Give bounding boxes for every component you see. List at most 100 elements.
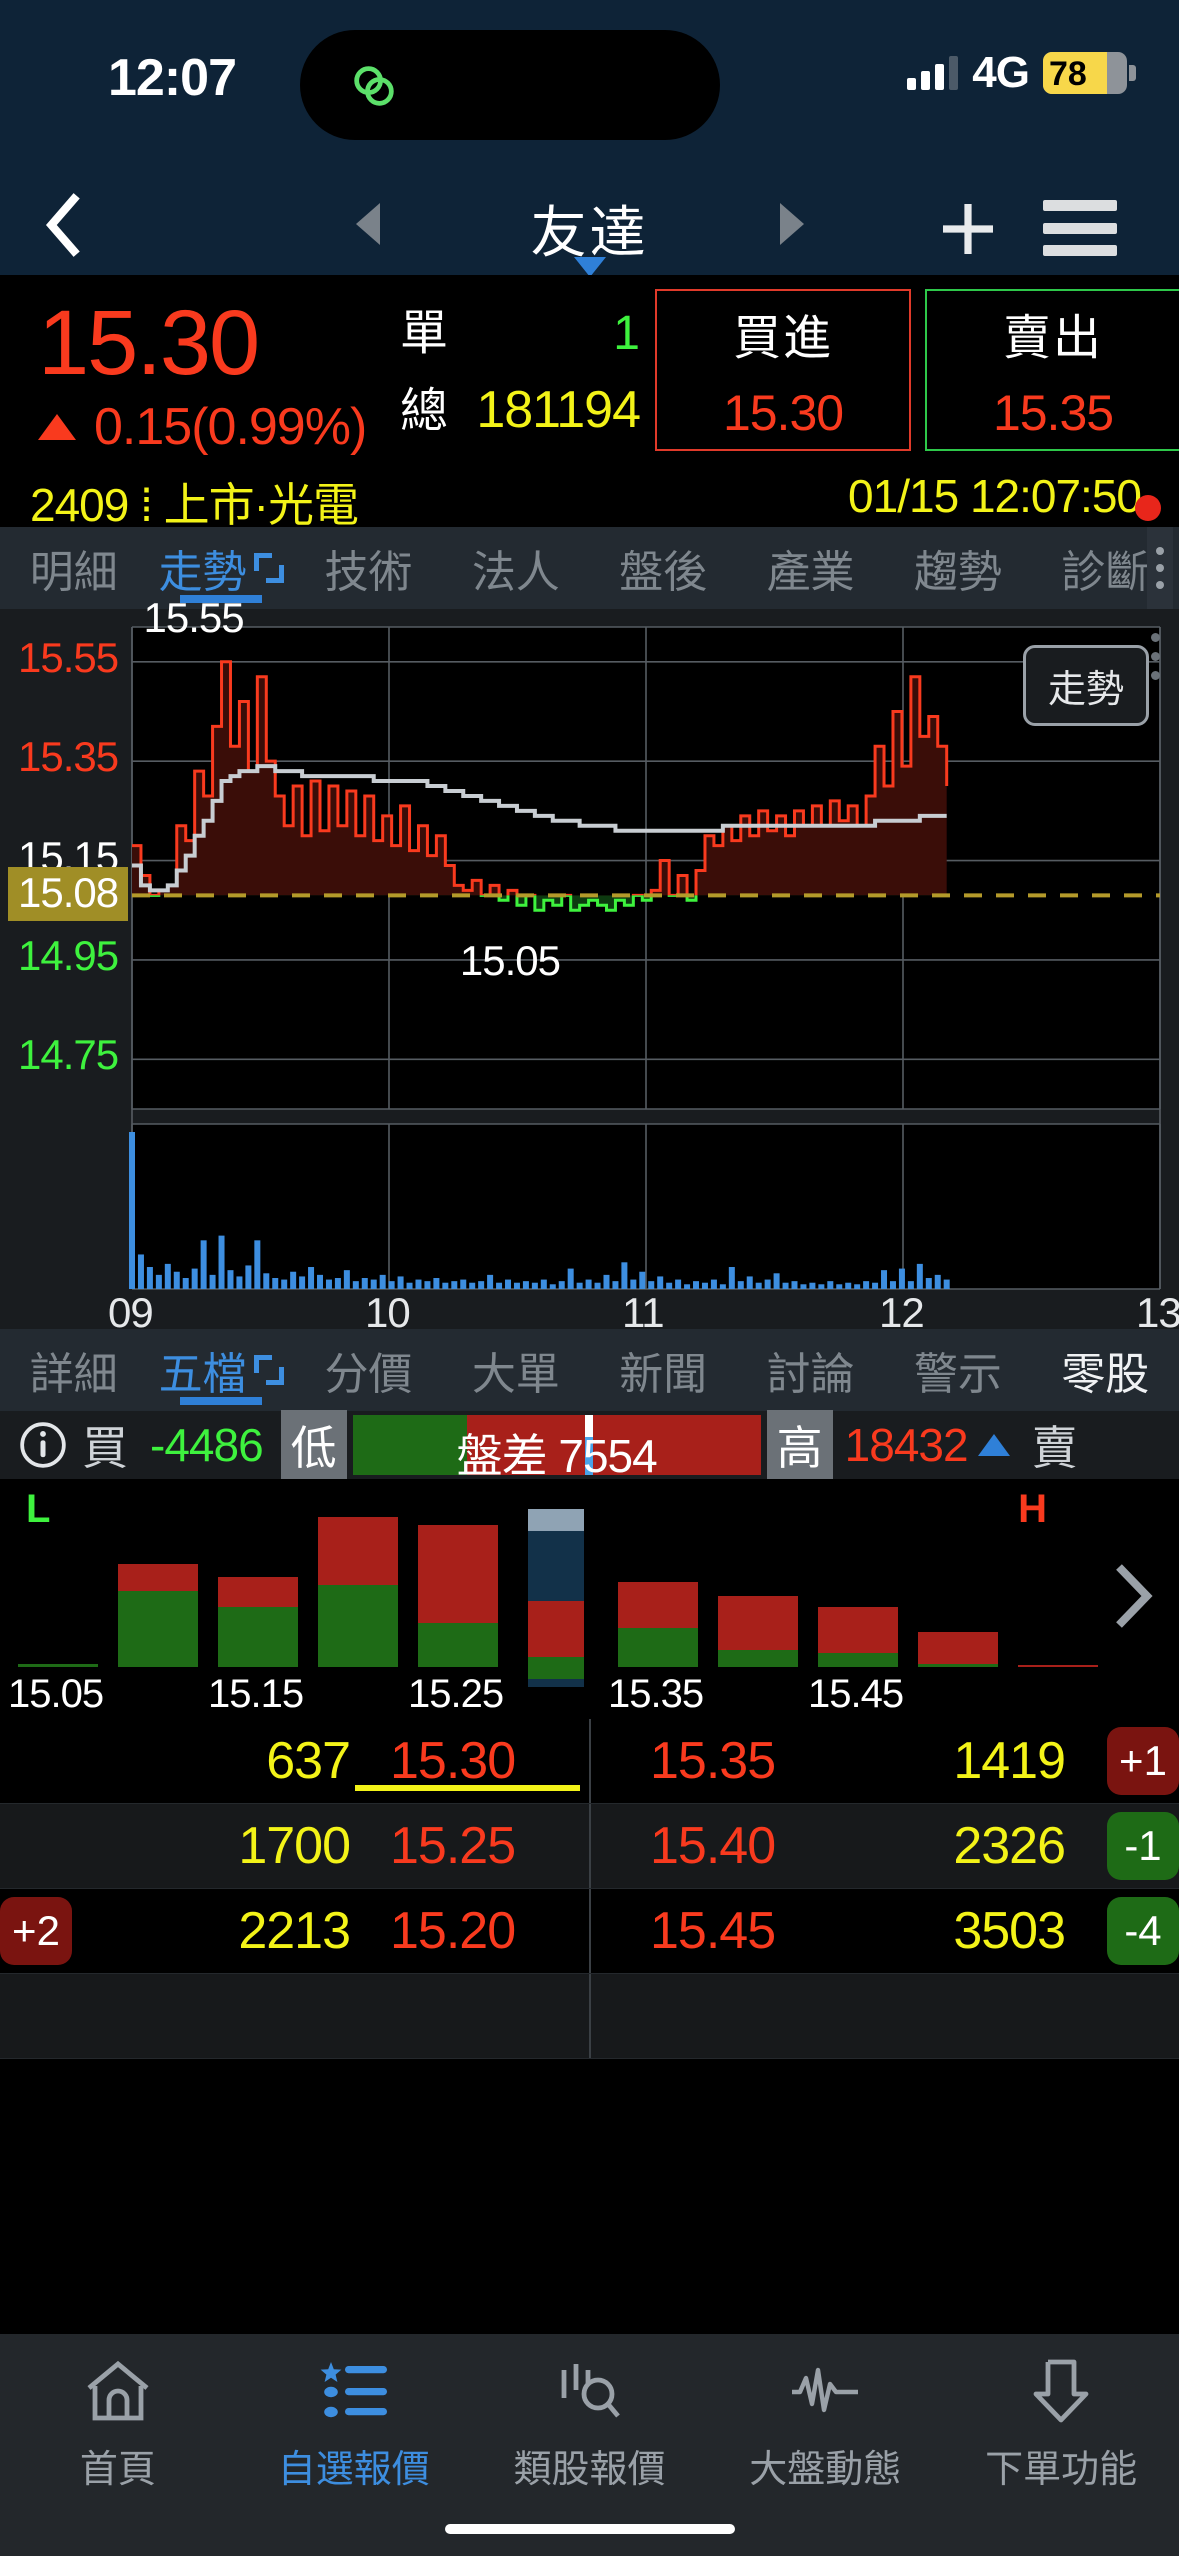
primary-tab-bar: 明細 走勢 技術 法人 盤後 產業 趨勢 診斷 [0,527,1179,609]
search-chart-icon [552,2356,626,2426]
buy-button[interactable]: 買進 15.30 [655,289,911,451]
next-stock-button[interactable] [770,202,810,246]
tab-overflow-button[interactable] [1147,527,1173,609]
depth-bar-selected[interactable] [528,1509,584,1687]
tab-label: 零股 [1061,1350,1150,1399]
chevron-right-icon[interactable] [1107,1561,1157,1631]
back-button[interactable] [30,190,100,260]
chart-x-tick: 11 [622,1289,665,1336]
ask-change-badge: -4 [1107,1897,1179,1965]
pressure-gauge: 盤差 7554 [352,1415,761,1475]
tab-taolun[interactable]: 討論 [737,1329,884,1411]
order-book[interactable]: 637 15.30 15.35 1419 +1 1700 15.25 15.40 2326 -1 +… [0,1719,1179,2059]
pulse-icon [788,2356,862,2426]
battery-icon: 78 [1043,52,1136,94]
tab-label: 診斷 [1061,548,1150,597]
low-marker-label: L [26,1487,51,1531]
order-book-row[interactable]: +2 2213 15.20 15.45 3503 -4 [0,1889,1179,1974]
nav-item-watchlist[interactable]: 自選報價 [236,2356,472,2493]
total-volume-value: 181194 [476,381,641,439]
tab-label: 法人 [471,548,560,597]
tab-faren[interactable]: 法人 [442,527,589,609]
depth-bar[interactable] [218,1577,298,1667]
symbol-info-row: 2409 ⁞ 上市·光電 01/15 12:07:50 [0,465,1179,531]
depth-x-tick: 15.35 [608,1672,704,1716]
nav-label: 類股報價 [513,2449,666,2491]
depth-bar[interactable] [18,1663,98,1667]
nav-label: 首頁 [79,2449,156,2491]
tab-zoushi[interactable]: 走勢 [147,527,294,609]
chart-canvas [129,626,1161,1290]
pressure-sell-label: 賣 [1031,1422,1078,1474]
chart-x-tick: 12 [879,1289,925,1336]
price-depth-histogram[interactable]: L H 15.05 15.15 15.25 15.35 15.45 [0,1479,1179,1719]
title-dropdown-caret-icon[interactable] [573,257,606,277]
chart-reference-price-label: 15.08 [8,867,129,922]
order-book-row[interactable]: 637 15.30 15.35 1419 +1 [0,1719,1179,1804]
add-button[interactable] [935,196,1001,262]
tab-linggu[interactable]: 零股 [1032,1329,1179,1411]
book-divider [589,1889,591,1973]
ask-quantity: 2326 [953,1817,1066,1875]
nav-item-market-pulse[interactable]: 大盤動態 [707,2356,943,2493]
order-book-row[interactable] [0,1974,1179,2059]
depth-bar[interactable] [118,1564,198,1667]
tab-jingshi[interactable]: 警示 [884,1329,1031,1411]
tab-qushi[interactable]: 趨勢 [884,527,1031,609]
chart-type-badge[interactable]: 走勢 [1022,645,1149,726]
book-divider [589,1974,591,2058]
nav-item-sector-quotes[interactable]: 類股報價 [472,2356,708,2493]
status-bar-indicators: 4G 78 [907,48,1136,98]
pressure-high-value: 18432 [844,1419,969,1471]
depth-bar[interactable] [418,1524,498,1667]
volume-stats: 單 1 總 181194 [400,293,641,449]
tab-label: 技術 [324,548,413,597]
best-bid-underline [355,1785,580,1791]
tab-label: 警示 [913,1350,1002,1399]
hamburger-menu-icon [1043,200,1117,211]
depth-bar[interactable] [718,1595,798,1667]
nav-item-order-functions[interactable]: 下單功能 [943,2356,1179,2493]
tab-jishu[interactable]: 技術 [295,527,442,609]
depth-x-tick: 15.45 [808,1672,904,1716]
tab-wudang[interactable]: 五檔 [147,1329,294,1411]
depth-bar[interactable] [918,1632,998,1667]
tab-dadan[interactable]: 大單 [442,1329,589,1411]
sell-price: 15.35 [992,385,1114,441]
chevron-left-icon [45,193,80,257]
nav-label: 下單功能 [985,2449,1138,2491]
depth-bar[interactable] [818,1607,898,1667]
page-title: 友達 [530,201,649,264]
pressure-low-label: 低 [280,1410,347,1480]
order-pressure-bar: 買 -4486 低 盤差 7554 高 18432 賣 [0,1410,1179,1480]
up-triangle-icon [977,1434,1010,1456]
tab-label: 走勢 [158,548,247,597]
tab-fenjia[interactable]: 分價 [295,1329,442,1411]
depth-bar[interactable] [318,1517,398,1667]
intraday-chart[interactable]: 走勢 09 10 11 12 13 15.55 15.35 15.15 14.95 14.75 15… [0,594,1179,1336]
quote-timestamp: 01/15 12:07:50 [848,470,1142,522]
chart-low-label: 15.05 [459,937,561,985]
depth-bar[interactable] [618,1581,698,1667]
nav-item-home[interactable]: 首頁 [0,2356,236,2493]
tab-zhenduan[interactable]: 診斷 [1032,527,1179,609]
book-divider [589,1804,591,1888]
previous-stock-button[interactable] [350,202,390,246]
menu-button[interactable] [1043,200,1117,256]
tab-panhou[interactable]: 盤後 [590,527,737,609]
depth-bar[interactable] [1018,1665,1098,1667]
ask-change-badge: -1 [1107,1812,1179,1880]
tab-xiangxi[interactable]: 詳細 [0,1329,147,1411]
sell-button[interactable]: 賣出 15.35 [925,289,1179,451]
tab-mingxi[interactable]: 明細 [0,527,147,609]
price-change: 0.15(0.99%) [94,398,367,456]
order-book-row[interactable]: 1700 15.25 15.40 2326 -1 [0,1804,1179,1889]
tab-label: 新聞 [619,1350,708,1399]
bid-quantity: 2213 [238,1902,351,1960]
info-circle-icon[interactable] [18,1420,68,1470]
tab-xinwen[interactable]: 新聞 [590,1329,737,1411]
tab-chanye[interactable]: 產業 [737,527,884,609]
nav-label: 大盤動態 [749,2449,902,2491]
triangle-left-icon [356,203,380,245]
tab-label: 大單 [471,1350,560,1399]
